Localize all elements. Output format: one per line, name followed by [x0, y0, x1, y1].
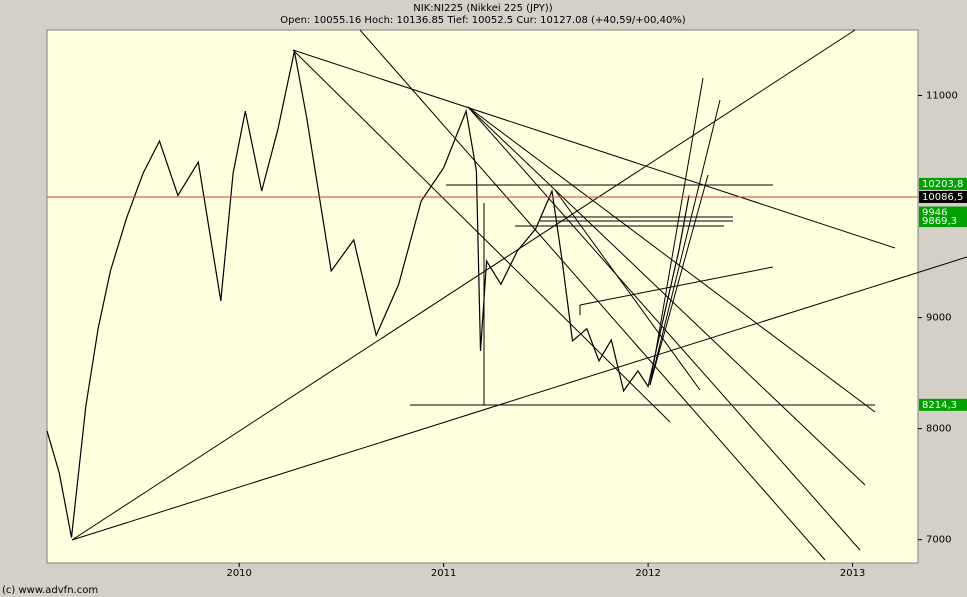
price-label: 9946 [922, 208, 947, 219]
plot-area [46, 29, 919, 564]
x-tick-label: 2013 [840, 568, 865, 579]
y-tick-label: 9000 [926, 313, 951, 324]
price-label: 10086,5 [922, 192, 963, 203]
footer: (c) www.advfn.com [2, 585, 98, 596]
y-tick-label: 11000 [926, 91, 958, 102]
x-tick-label: 2011 [431, 568, 456, 579]
y-tick-label: 8000 [926, 424, 951, 435]
price-label-box [919, 190, 967, 203]
x-tick-label: 2012 [635, 568, 660, 579]
price-label: 9869,3 [922, 216, 957, 227]
price-label-box [919, 398, 967, 411]
chart-subtitle: Open: 10055.16 Hoch: 10136.85 Tief: 1005… [280, 15, 686, 26]
price-label-box [919, 215, 967, 228]
trendlines [71, 29, 967, 561]
price-label: 8214,3 [922, 400, 957, 411]
price-line [46, 50, 690, 538]
price-label-box [919, 177, 967, 190]
y-tick-label: 7000 [926, 535, 951, 546]
price-label: 10203,8 [922, 179, 963, 190]
chart-title: NIK:NI225 (Nikkei 225 (JPY)) [413, 3, 552, 14]
x-tick-label: 2010 [226, 568, 251, 579]
